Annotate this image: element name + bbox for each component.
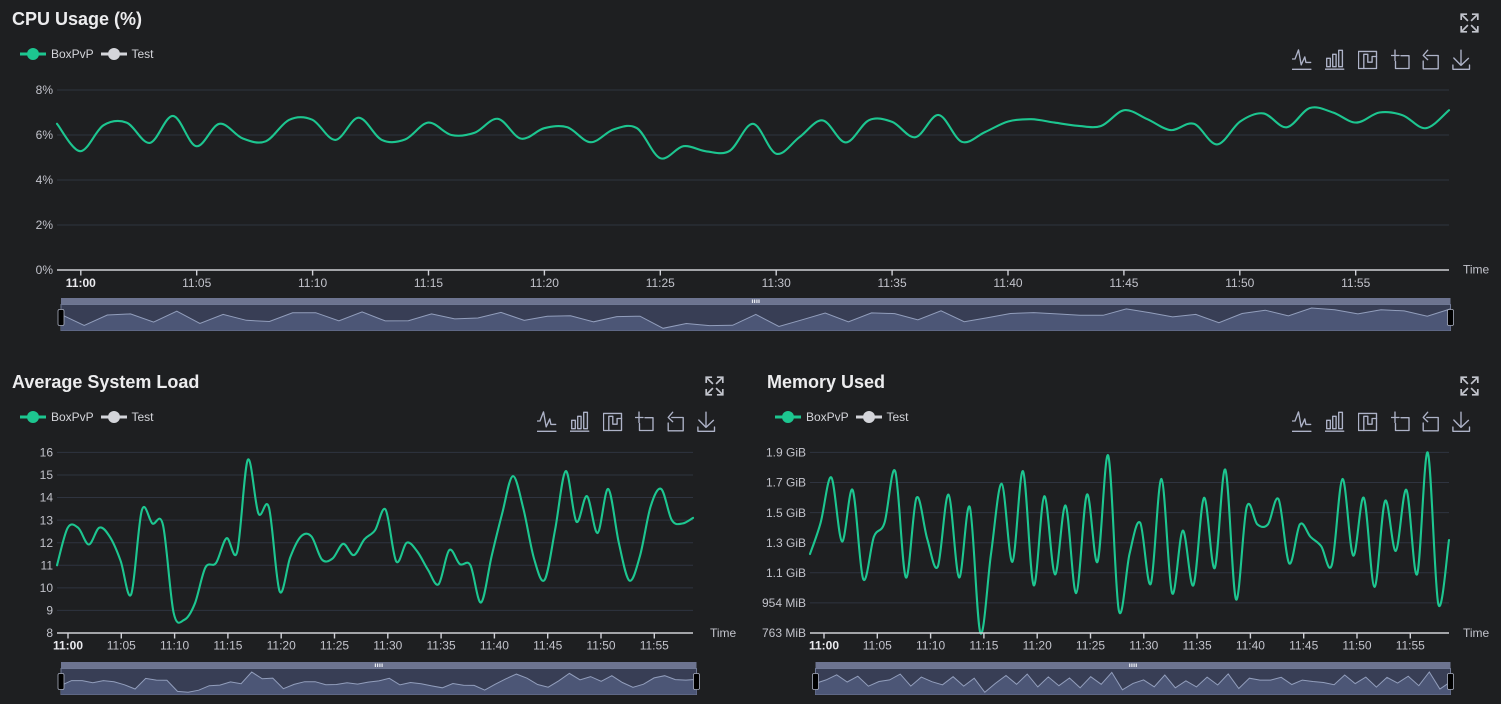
svg-text:11:05: 11:05 [182,276,211,290]
svg-text:11:00: 11:00 [809,639,839,653]
svg-text:4%: 4% [36,173,54,187]
svg-text:11:25: 11:25 [1076,639,1105,653]
svg-text:0%: 0% [36,263,54,277]
svg-text:2%: 2% [36,218,54,232]
svg-text:11:35: 11:35 [878,276,907,290]
svg-text:11:30: 11:30 [373,639,402,653]
svg-text:12: 12 [40,536,54,550]
svg-text:11:45: 11:45 [1289,639,1318,653]
svg-text:11:05: 11:05 [107,639,136,653]
svg-text:11:35: 11:35 [1183,639,1212,653]
svg-text:11:40: 11:40 [993,276,1022,290]
svg-text:1.5 GiB: 1.5 GiB [766,506,806,520]
svg-text:Time: Time [1463,626,1490,640]
svg-text:11:40: 11:40 [480,639,509,653]
svg-text:6%: 6% [36,128,54,142]
svg-text:11:30: 11:30 [1129,639,1158,653]
svg-text:11:00: 11:00 [66,276,96,290]
svg-text:11:10: 11:10 [298,276,327,290]
svg-text:11:10: 11:10 [916,639,945,653]
svg-text:11:40: 11:40 [1236,639,1265,653]
svg-text:11:20: 11:20 [1023,639,1052,653]
svg-text:11:55: 11:55 [1341,276,1370,290]
svg-text:11:15: 11:15 [969,639,998,653]
svg-text:763 MiB: 763 MiB [762,626,806,640]
svg-text:11:45: 11:45 [533,639,562,653]
svg-text:8%: 8% [36,83,54,97]
svg-text:954 MiB: 954 MiB [762,596,806,610]
svg-text:11:10: 11:10 [160,639,189,653]
svg-text:10: 10 [40,581,54,595]
svg-text:11:50: 11:50 [1225,276,1254,290]
svg-text:11:50: 11:50 [1342,639,1371,653]
svg-text:Time: Time [1463,263,1490,277]
svg-text:11:15: 11:15 [213,639,242,653]
svg-text:11:00: 11:00 [53,639,83,653]
svg-text:8: 8 [46,626,53,640]
svg-text:1.1 GiB: 1.1 GiB [766,566,806,580]
svg-text:11:05: 11:05 [863,639,892,653]
svg-text:11:55: 11:55 [640,639,669,653]
svg-text:16: 16 [40,446,54,460]
svg-text:11:55: 11:55 [1396,639,1425,653]
svg-text:15: 15 [40,468,54,482]
svg-text:1.3 GiB: 1.3 GiB [766,536,806,550]
svg-text:Time: Time [710,626,737,640]
svg-text:1.9 GiB: 1.9 GiB [766,446,806,460]
svg-text:11:25: 11:25 [320,639,349,653]
svg-text:11:15: 11:15 [414,276,443,290]
svg-text:11:25: 11:25 [646,276,675,290]
svg-text:11:20: 11:20 [530,276,559,290]
svg-text:11:20: 11:20 [267,639,296,653]
svg-text:1.7 GiB: 1.7 GiB [766,476,806,490]
svg-text:14: 14 [40,491,54,505]
svg-text:11:50: 11:50 [586,639,615,653]
svg-text:11: 11 [41,559,54,573]
svg-text:13: 13 [40,513,54,527]
svg-text:9: 9 [46,604,53,618]
svg-text:11:30: 11:30 [762,276,791,290]
svg-text:11:45: 11:45 [1109,276,1138,290]
svg-text:11:35: 11:35 [427,639,456,653]
